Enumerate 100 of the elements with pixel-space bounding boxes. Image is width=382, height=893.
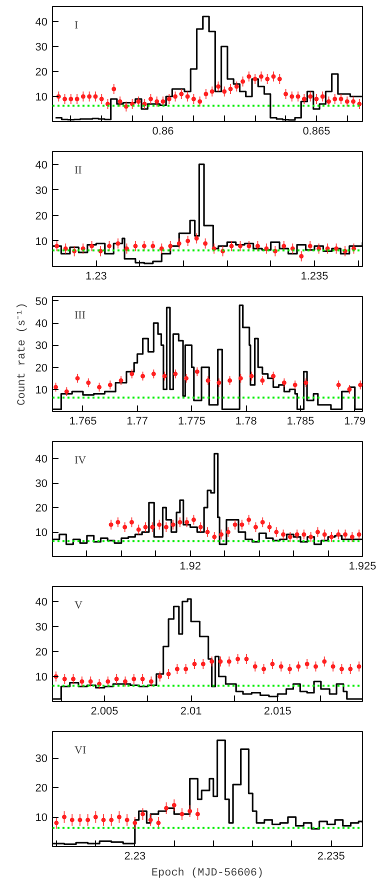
point: [148, 96, 153, 102]
point: [164, 806, 169, 810]
point: [232, 522, 238, 527]
point: [322, 659, 327, 664]
point: [164, 524, 168, 530]
point: [88, 679, 93, 684]
x-tick-label: 1.79: [344, 416, 366, 428]
point: [198, 524, 203, 530]
point: [158, 674, 162, 679]
point: [210, 89, 214, 94]
y-tick-label: 20: [35, 502, 48, 515]
point: [330, 664, 336, 669]
point: [350, 534, 354, 540]
point: [93, 94, 98, 99]
point: [101, 818, 106, 822]
point: [294, 532, 300, 537]
y-tick-label: 10: [35, 92, 48, 104]
point: [240, 79, 246, 84]
y-tick-label: 40: [35, 454, 48, 466]
point: [179, 92, 184, 96]
point: [184, 376, 189, 381]
point: [358, 382, 362, 388]
point: [133, 244, 138, 248]
point: [170, 522, 176, 527]
x-tick-label: 2.235: [317, 850, 345, 862]
point: [78, 818, 82, 822]
point: [162, 374, 167, 378]
point: [267, 524, 272, 530]
point: [140, 676, 145, 682]
y-tick-label: 40: [35, 596, 48, 608]
point: [62, 814, 67, 820]
point: [150, 524, 155, 530]
point: [238, 244, 242, 248]
point: [304, 662, 310, 666]
y-axis-title: Count rate (s⁻¹): [16, 302, 28, 406]
y-tick-label: 20: [35, 66, 48, 78]
point: [87, 94, 92, 99]
point: [116, 814, 122, 820]
point: [271, 374, 276, 378]
x-tick-label: 1.925: [348, 560, 376, 572]
point: [86, 818, 90, 822]
point: [226, 659, 232, 664]
point: [264, 246, 269, 251]
point: [288, 666, 292, 672]
point: [344, 99, 350, 104]
point: [332, 96, 338, 102]
y-tick-label: 20: [35, 210, 48, 222]
point: [184, 666, 188, 672]
x-tick-label: 2.23: [124, 850, 146, 862]
x-tick-label: 2.015: [264, 706, 292, 718]
point: [336, 382, 341, 388]
point: [62, 96, 68, 102]
point: [282, 244, 286, 248]
point: [282, 380, 286, 385]
point: [54, 384, 58, 390]
point: [68, 96, 74, 102]
point: [281, 532, 286, 537]
point: [173, 94, 178, 99]
point: [296, 94, 300, 99]
point: [343, 532, 348, 537]
x-tick-label: 2.005: [90, 706, 118, 718]
point: [255, 244, 260, 248]
point: [315, 530, 320, 534]
point: [118, 99, 122, 104]
point: [216, 380, 222, 385]
point: [99, 96, 104, 102]
point: [244, 656, 249, 662]
y-tick-label: 50: [35, 296, 48, 308]
y-tick-label: 30: [35, 753, 48, 766]
y-tick-label: 10: [35, 384, 48, 396]
point: [210, 659, 214, 664]
point: [93, 814, 98, 820]
point: [304, 380, 308, 385]
point: [116, 241, 120, 246]
point: [339, 666, 344, 672]
annotation: II: [74, 164, 82, 176]
y-tick-label: 30: [35, 622, 48, 634]
y-tick-label: 30: [35, 340, 48, 352]
point: [308, 94, 313, 99]
point: [160, 99, 166, 104]
point: [302, 532, 306, 537]
point: [156, 820, 161, 826]
point: [90, 244, 94, 248]
point: [203, 241, 208, 246]
annotation: I: [74, 20, 78, 32]
point: [132, 676, 136, 682]
point: [240, 522, 244, 527]
x-tick-label: 1.785: [286, 416, 314, 428]
point: [62, 676, 67, 682]
y-tick-label: 10: [35, 236, 48, 248]
point: [148, 818, 153, 822]
point: [176, 241, 182, 246]
point: [246, 244, 252, 248]
point: [64, 389, 69, 394]
point: [308, 244, 312, 248]
point: [191, 518, 196, 522]
point: [194, 369, 200, 374]
point: [185, 94, 190, 99]
y-tick-label: 40: [35, 16, 48, 28]
point: [351, 99, 356, 104]
